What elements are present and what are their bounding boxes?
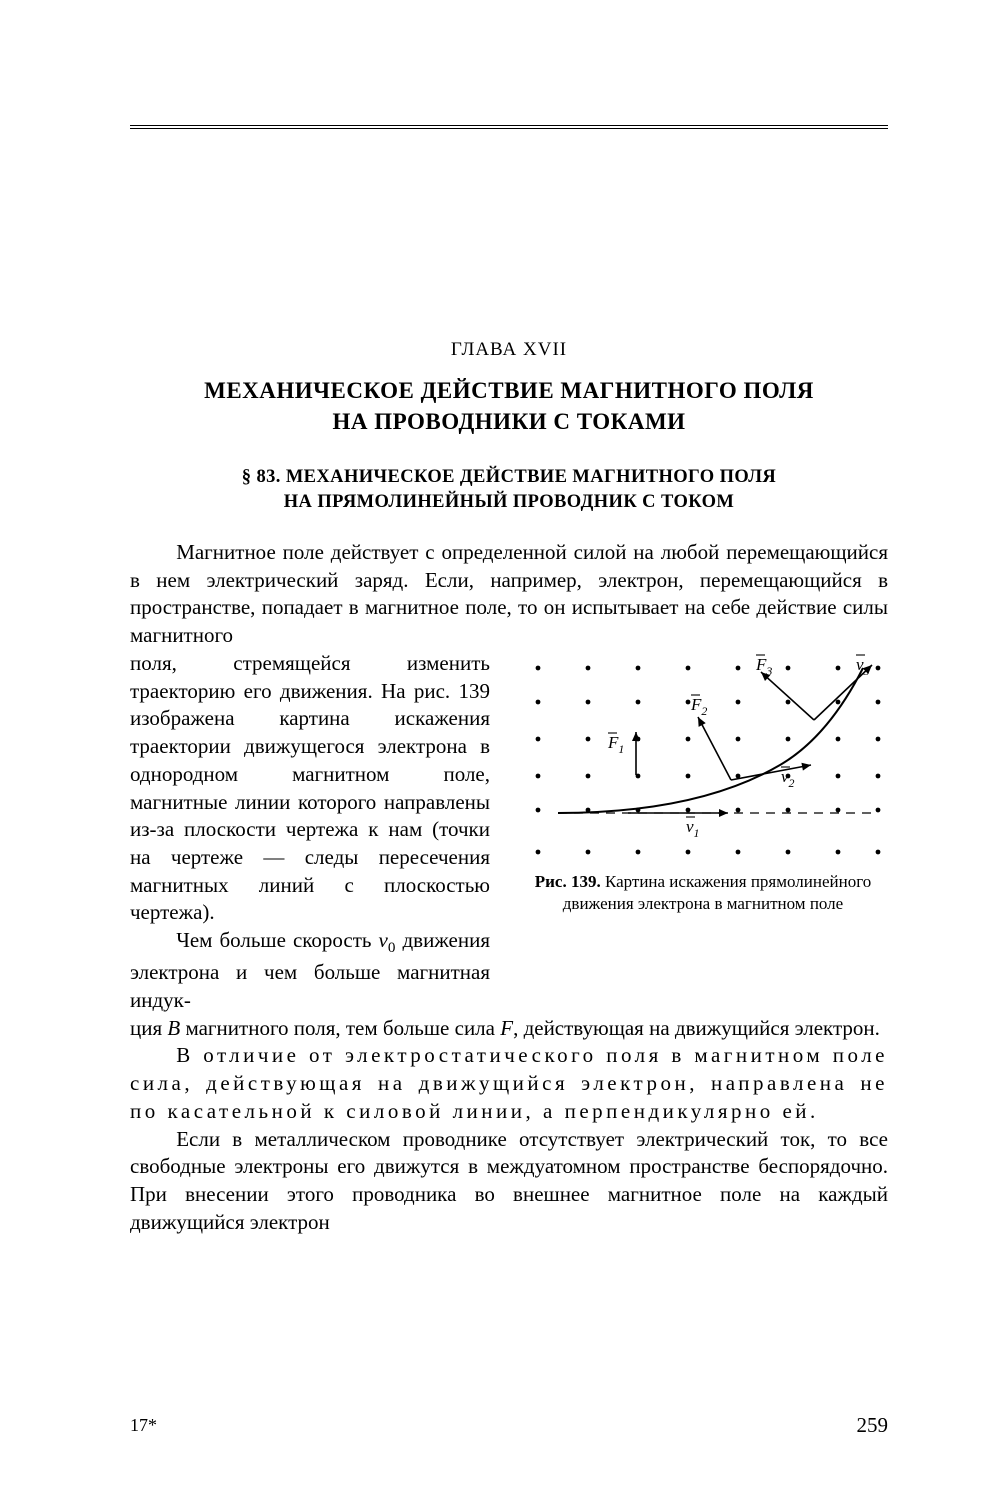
left-text-column: поля, стремящейся изменить траекторию ег… [130,650,490,1015]
chapter-title: МЕХАНИЧЕСКОЕ ДЕЙСТВИЕ МАГНИТНОГО ПОЛЯ НА… [130,375,888,437]
figure-139: F1F2F3v1v2v3 [518,650,888,865]
symbol-F: F [500,1016,513,1040]
svg-text:v3: v3 [856,655,870,678]
svg-text:F2: F2 [690,695,707,718]
svg-text:v2: v2 [781,767,795,790]
section-line-1: § 83. МЕХАНИЧЕСКОЕ ДЕЙСТВИЕ МАГНИТНОГО П… [242,467,776,487]
body-text-continued: ция B магнитного поля, тем больше сила F… [130,1015,888,1237]
title-line-1: МЕХАНИЧЕСКОЕ ДЕЙСТВИЕ МАГНИТНОГО ПОЛЯ [204,378,814,403]
page: ГЛАВА XVII МЕХАНИЧЕСКОЕ ДЕЙСТВИЕ МАГНИТН… [0,0,993,1500]
paragraph-4: В отличие от электростатического поля в … [130,1042,888,1125]
caption-text: Картина искажения прямолинейного движени… [563,872,871,913]
sheet-signature: 17* [130,1415,157,1436]
paragraph-5: Если в металлическом проводнике отсутств… [130,1126,888,1237]
body-text: Магнитное поле действует с определенной … [130,539,888,650]
symbol-v0: v [379,928,388,952]
figure-column: F1F2F3v1v2v3 Рис. 139. Картина искажения… [518,650,888,915]
paragraph-1: Магнитное поле действует с определенной … [130,539,888,650]
svg-text:v1: v1 [686,817,700,840]
symbol-B: B [167,1016,180,1040]
section-line-2: НА ПРЯМОЛИНЕЙНЫЙ ПРОВОДНИК С ТОКОМ [284,492,735,512]
page-number: 259 [857,1413,889,1438]
left-paragraph-1: поля, стремящейся изменить траекторию ег… [130,650,490,927]
figure-caption: Рис. 139. Картина искажения прямолинейно… [518,871,888,915]
chapter-label: ГЛАВА XVII [130,339,888,361]
section-heading: § 83. МЕХАНИЧЕСКОЕ ДЕЙСТВИЕ МАГНИТНОГО П… [130,465,888,515]
svg-text:F1: F1 [607,733,624,756]
left-paragraph-2: Чем больше скорость v0 движения электрон… [130,927,490,1015]
paragraph-3: ция B магнитного поля, тем больше сила F… [130,1015,888,1043]
top-double-rule [130,125,888,129]
caption-label: Рис. 139. [535,872,601,891]
text-figure-wrap: F1F2F3v1v2v3 Рис. 139. Картина искажения… [130,650,888,1015]
title-line-2: НА ПРОВОДНИКИ С ТОКАМИ [332,409,685,434]
